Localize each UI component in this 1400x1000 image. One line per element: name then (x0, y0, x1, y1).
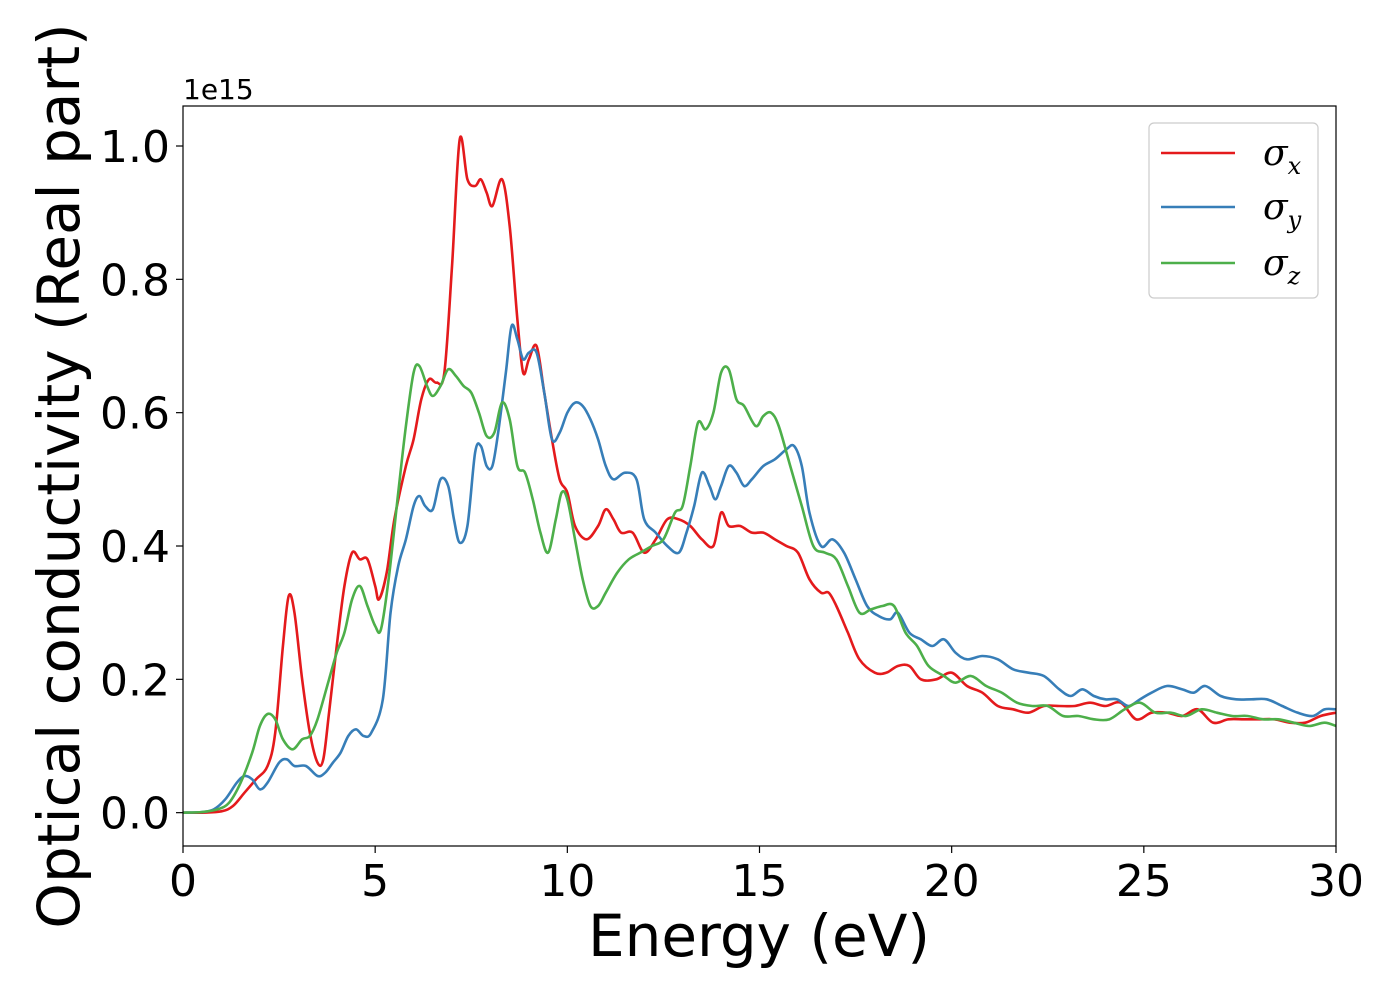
x-axis-title: Energy (eV) (588, 902, 930, 970)
x-tick-label: 25 (1116, 856, 1172, 907)
y-tick-label: 0.6 (100, 389, 170, 440)
y-tick-label: 0.8 (100, 255, 170, 306)
y-tick-label: 0.0 (100, 789, 170, 840)
x-tick-label: 20 (924, 856, 980, 907)
legend-label-y: σy (1263, 187, 1302, 234)
legend-label-x: σx (1263, 133, 1302, 180)
x-tick-label: 30 (1308, 856, 1364, 907)
x-tick-label: 15 (732, 856, 788, 907)
legend-label-z: σz (1263, 243, 1301, 290)
series-layer (183, 135, 1336, 815)
y-axis-title: Optical conductivity (Real part) (25, 23, 93, 928)
x-tick-label: 5 (361, 856, 389, 907)
legend-frame (1148, 122, 1319, 299)
x-tick-label: 10 (539, 856, 595, 907)
y-axis-offset-label: 1e15 (183, 73, 254, 106)
x-axis-ticks: 0 5 10 15 20 25 30 (169, 846, 1364, 907)
series-line-y (183, 323, 1336, 814)
x-tick-label: 0 (169, 856, 197, 907)
series-line-z (183, 363, 1336, 814)
series-line-x (183, 135, 1336, 815)
y-axis-ticks: 0.0 0.2 0.4 0.6 0.8 1.0 (100, 122, 183, 840)
y-tick-label: 0.2 (100, 655, 170, 706)
y-tick-label: 1.0 (100, 122, 170, 173)
legend: σx σy σz (1148, 122, 1319, 299)
y-tick-label: 0.4 (100, 522, 170, 573)
